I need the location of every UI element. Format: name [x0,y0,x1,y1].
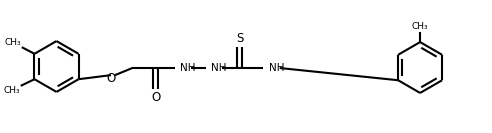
Text: NH: NH [269,63,284,73]
Text: CH₃: CH₃ [412,22,429,31]
Text: NH: NH [180,63,196,73]
Text: CH₃: CH₃ [3,86,20,95]
Text: O: O [106,72,116,85]
Text: O: O [151,91,160,104]
Text: S: S [236,32,243,45]
Text: CH₃: CH₃ [4,38,21,47]
Text: NH: NH [211,63,226,73]
